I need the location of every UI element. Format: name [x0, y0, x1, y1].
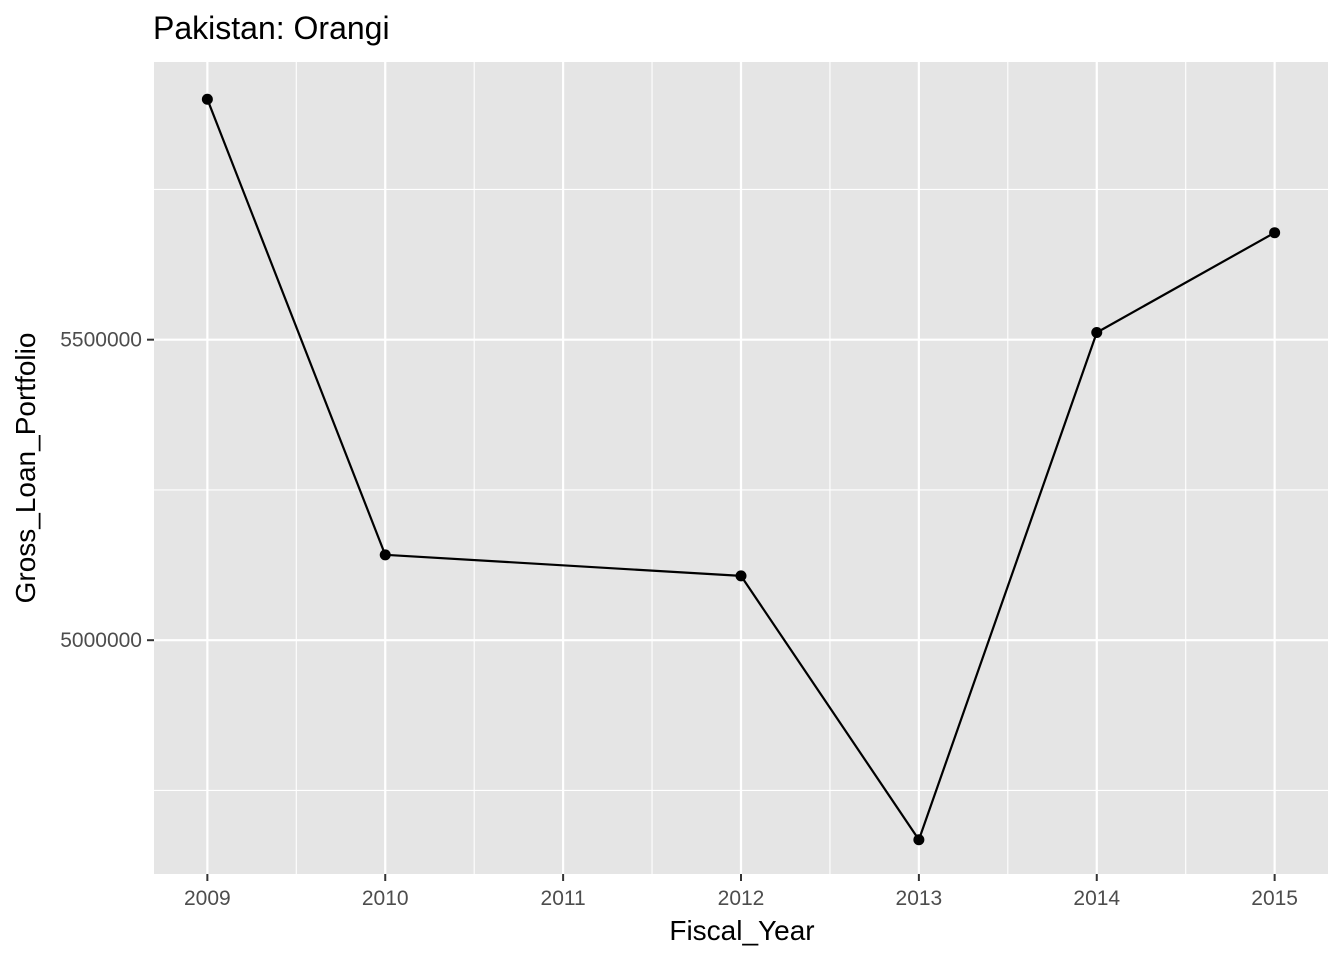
x-tick-label: 2015 [1251, 887, 1298, 910]
data-points [201, 93, 1281, 846]
x-tick-label: 2009 [184, 887, 231, 910]
x-tick-label: 2012 [718, 887, 765, 910]
minor-gridlines [154, 62, 1328, 874]
chart-title: Pakistan: Orangi [153, 10, 390, 46]
data-point [735, 570, 747, 582]
y-tick-label: 5500000 [60, 329, 142, 352]
x-axis-title: Fiscal_Year [669, 915, 814, 946]
x-tick-label: 2010 [362, 887, 409, 910]
data-point [379, 549, 391, 561]
x-tick-label: 2011 [541, 887, 586, 910]
major-gridlines [154, 62, 1328, 874]
y-axis: 5000000 5500000 [60, 329, 154, 652]
series-line [206, 98, 1276, 841]
y-tick-label: 5000000 [60, 629, 142, 652]
data-point [201, 93, 213, 105]
x-tick-label: 2013 [896, 887, 943, 910]
x-tick-label: 2014 [1073, 887, 1120, 910]
x-axis: 2009 2010 2011 2012 2013 2014 2015 [184, 874, 1298, 910]
data-point [1269, 227, 1281, 239]
data-point [1091, 326, 1103, 338]
data-point [913, 834, 925, 846]
y-axis-title: Gross_Loan_Portfolio [10, 333, 41, 604]
